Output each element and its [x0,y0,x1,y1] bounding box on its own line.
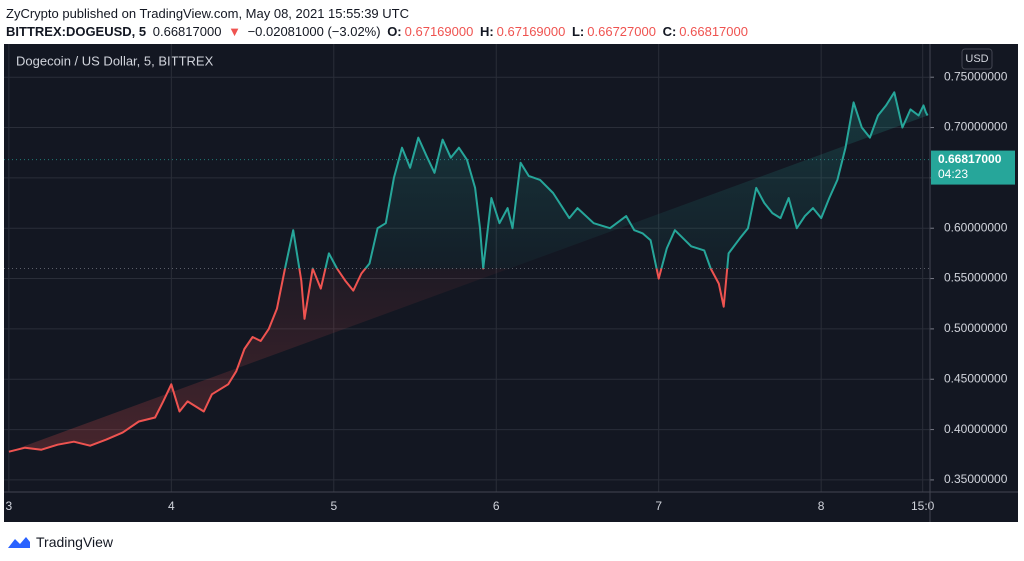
y-tick-label: 0.45000000 [944,371,1008,385]
footer: TradingView [6,533,113,551]
y-tick-label: 0.40000000 [944,422,1008,436]
x-tick-label: 7 [655,499,662,513]
price-tag-countdown: 04:23 [938,167,968,181]
y-tick-label: 0.55000000 [944,271,1008,285]
x-tick-label: 6 [493,499,500,513]
area [8,92,928,452]
y-tick-label: 0.70000000 [944,120,1008,134]
ohlc-label: H: [479,24,494,39]
publisher-line: ZyCrypto published on TradingView.com, M… [6,6,409,21]
last-price: 0.66817000 [152,24,222,39]
currency-box [961,48,993,70]
price-tag [931,150,1015,185]
brand-logo [8,537,30,548]
change: −0.02081000 (−3.02%) [247,24,381,39]
x-tick-label: 8 [818,499,825,513]
ohlc-label: L: [571,24,585,39]
y-tick-label: 0.75000000 [944,69,1008,83]
x-tick-label: 5 [330,499,337,513]
change-arrow: ▼ [228,24,241,39]
symbol-line: BITTREX:DOGEUSD, 5 0.66817000 ▼ −0.02081… [6,24,751,39]
y-tick-label: 0.35000000 [944,472,1008,486]
price-line [8,91,929,453]
chart-background [4,44,1018,522]
ohlc-value: 0.66817000 [679,24,748,39]
ohlc-value: 0.66727000 [587,24,656,39]
ohlc-value: 0.67169000 [404,24,474,39]
brand: TradingView [36,534,114,550]
y-tick-label: 0.60000000 [944,220,1008,234]
x-tick-label: 4 [168,499,175,513]
ohlc-value: 0.67169000 [496,24,566,39]
x-tick-label: 3 [6,499,13,513]
symbol: BITTREX:DOGEUSD, 5 [6,24,147,39]
x-tick-label: 15:0 [911,499,935,513]
chart: Dogecoin / US Dollar, 5, BITTREX USD 0.3… [4,44,1018,522]
y-tick-label: 0.50000000 [944,321,1008,335]
currency-label: USD [965,53,988,65]
chart-title: Dogecoin / US Dollar, 5, BITTREX [16,53,214,68]
ohlc-label: C: [662,24,677,39]
price-tag-label: 0.66817000 [938,152,1002,166]
ohlc-label: O: [387,24,402,39]
